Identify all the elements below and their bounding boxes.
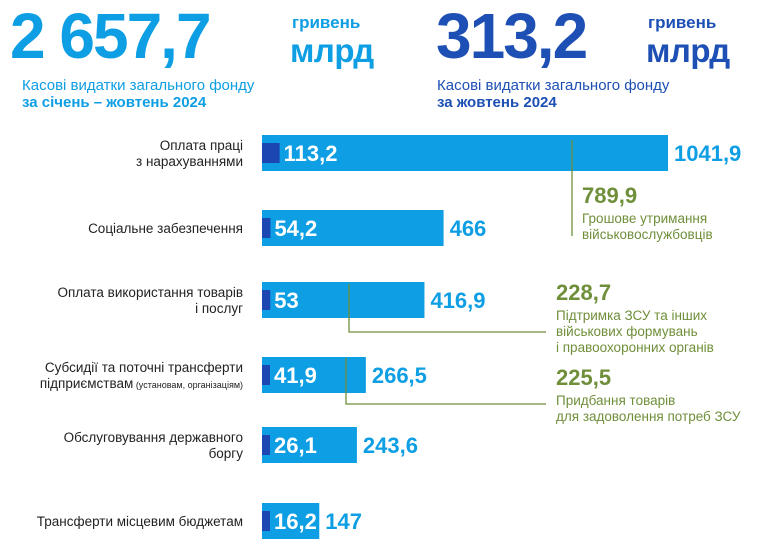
bar-october-5: [262, 511, 270, 531]
total-period: за січень – жовтень 2024: [22, 94, 207, 111]
connector-2: [345, 358, 546, 405]
bar-total-4: [262, 427, 357, 463]
annotation-text-2-1: для задоволення потреб ЗСУ: [556, 409, 741, 424]
bar-total-5: [262, 503, 320, 539]
month-period: за жовтень 2024: [437, 94, 557, 111]
category-label-5-0: Трансферти місцевим бюджетам: [37, 514, 243, 529]
month-caption-text: Касові видатки загального фонду: [437, 77, 670, 94]
category-label-0-1: з нарахуваннями: [136, 154, 243, 169]
label-october-3: 41,9: [274, 363, 317, 388]
label-total-3: 266,5: [372, 363, 427, 388]
bar-total-1: [262, 210, 444, 246]
bar-total-0: [262, 135, 668, 171]
annotation-text-0-1: військовослужбовців: [582, 227, 713, 242]
bar-total-3: [262, 357, 366, 393]
label-total-2: 416,9: [430, 288, 485, 313]
bar-october-3: [262, 365, 270, 385]
annotation-value-0: 789,9: [582, 183, 637, 208]
total-unit-bottom: млрд: [290, 32, 374, 69]
bar-october-0: [262, 143, 280, 163]
bar-october-1: [262, 218, 271, 238]
bar-october-2: [262, 290, 271, 310]
month-caption: Касові видатки загального фонду за жовте…: [437, 77, 669, 111]
label-total-1: 466: [450, 216, 487, 241]
total-caption: Касові видатки загального фонду за січен…: [22, 77, 254, 111]
label-october-2: 53: [274, 288, 298, 313]
total-unit-top: гривень: [292, 13, 361, 32]
category-label-note-3: (установам, організаціям): [133, 380, 243, 390]
annotation-text-1-0: Підтримка ЗСУ та інших: [556, 308, 707, 323]
label-total-5: 147: [325, 509, 362, 534]
category-label-3-1: підприємствам (установам, організаціям): [40, 376, 243, 391]
label-october-0: 113,2: [284, 141, 338, 166]
annotation-text-2-0: Придбання товарів: [556, 393, 675, 408]
label-total-0: 1041,9: [674, 141, 741, 166]
label-october-1: 54,2: [274, 216, 317, 241]
label-october-4: 26,1: [274, 433, 317, 458]
total-value: 2 657,7: [10, 0, 212, 72]
month-unit-bottom: млрд: [646, 32, 730, 69]
category-label-1-0: Соціальне забезпечення: [88, 221, 243, 236]
category-label-3-0: Субсидії та поточні трансферти: [45, 360, 243, 375]
label-total-4: 243,6: [363, 433, 418, 458]
annotation-text-1-2: і правоохоронних органів: [556, 340, 714, 355]
category-label-4-0: Обслуговування державного: [64, 430, 243, 445]
total-caption-text: Касові видатки загального фонду: [22, 77, 255, 94]
bar-total-2: [262, 282, 425, 318]
category-label-2-0: Оплата використання товарів: [57, 285, 243, 300]
bar-october-4: [262, 435, 270, 455]
category-label-0-0: Оплата праці: [160, 138, 243, 153]
month-unit-top: гривень: [648, 13, 717, 32]
label-october-5: 16,2: [274, 509, 317, 534]
annotation-value-1: 228,7: [556, 280, 611, 305]
connector-1: [348, 284, 546, 333]
annotation-value-2: 225,5: [556, 365, 611, 390]
annotation-text-0-0: Грошове утримання: [582, 211, 707, 226]
annotation-text-1-1: військових формувань: [556, 324, 698, 339]
category-label-2-1: і послуг: [195, 301, 243, 316]
category-label-4-1: боргу: [209, 446, 244, 461]
month-value: 313,2: [436, 0, 588, 72]
